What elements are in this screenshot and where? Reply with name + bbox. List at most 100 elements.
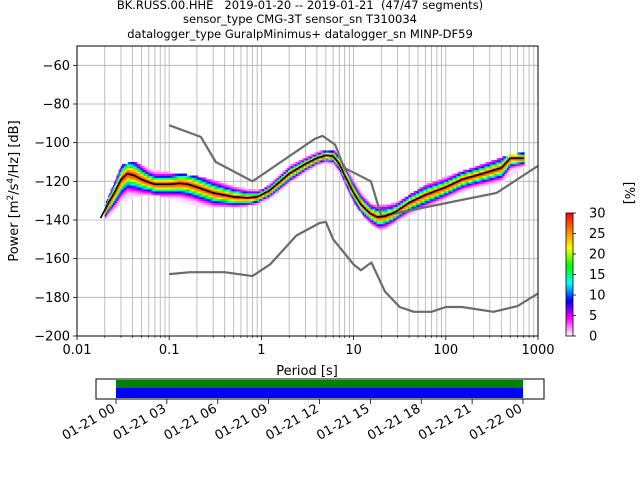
- psd-density-cell: [289, 169, 291, 173]
- psd-density-cell: [152, 179, 154, 182]
- psd-density-cell: [302, 167, 305, 171]
- psd-density-cell: [217, 189, 220, 192]
- psd-density-cell: [162, 177, 164, 180]
- psd-density-cell: [309, 154, 312, 157]
- psd-density-cell: [211, 189, 214, 192]
- psd-density-cell: [124, 165, 126, 169]
- psd-density-cell: [404, 216, 406, 219]
- psd-density-cell: [117, 196, 119, 200]
- psd-density-cell: [141, 173, 144, 176]
- psd-density-cell: [200, 191, 202, 194]
- psd-density-cell: [214, 204, 216, 207]
- psd-density-cell: [214, 200, 216, 203]
- psd-density-cell: [343, 179, 345, 182]
- psd-density-cell: [111, 202, 114, 205]
- psd-density-cell: [372, 220, 374, 223]
- psd-density-cell: [296, 165, 298, 169]
- psd-density-cell: [360, 200, 363, 203]
- psd-density-cell: [178, 179, 181, 182]
- psd-density-cell: [239, 200, 242, 203]
- psd-density-cell: [244, 198, 246, 202]
- psd-density-cell: [196, 177, 199, 180]
- psd-density-cell: [205, 198, 207, 202]
- psd-density-cell: [447, 175, 449, 178]
- psd-density-cell: [225, 204, 228, 207]
- psd-density-cell: [208, 189, 211, 192]
- psd-density-cell: [211, 181, 214, 184]
- psd-density-cell: [376, 223, 379, 227]
- psd-density-cell: [150, 191, 153, 194]
- psd-density-cell: [420, 208, 423, 211]
- psd-density-cell: [343, 177, 345, 180]
- psd-density-cell: [238, 202, 240, 205]
- psd-density-cell: [207, 204, 209, 207]
- psd-density-cell: [506, 162, 509, 165]
- axes: 0.01 0.1 1 10 100 1000−200−180−160−140−120−10…: [34, 59, 554, 358]
- psd-density-cell: [125, 183, 128, 186]
- psd-density-cell: [384, 208, 387, 211]
- psd-density-cell: [455, 187, 457, 190]
- psd-density-cell: [256, 198, 259, 202]
- psd-density-cell: [497, 169, 500, 173]
- psd-density-cell: [157, 175, 160, 178]
- psd-density-cell: [369, 208, 372, 211]
- psd-density-cell: [181, 173, 184, 176]
- psd-density-cell: [440, 181, 442, 184]
- psd-density-cell: [342, 167, 344, 171]
- psd-density-cell: [361, 202, 364, 205]
- psd-density-cell: [501, 160, 503, 163]
- psd-density-cell: [306, 158, 308, 161]
- psd-density-cell: [302, 171, 305, 174]
- psd-density-cell: [281, 177, 283, 180]
- psd-density-cell: [211, 192, 214, 196]
- psd-density-cell: [135, 179, 138, 182]
- psd-density-cell: [111, 196, 114, 200]
- psd-density-cell: [281, 173, 283, 176]
- psd-density-cell: [380, 206, 382, 209]
- psd-density-cell: [349, 177, 351, 180]
- psd-density-cell: [329, 152, 332, 155]
- psd-density-cell: [187, 189, 190, 192]
- psd-density-cell: [418, 198, 420, 202]
- psd-density-cell: [381, 210, 383, 213]
- psd-density-cell: [491, 171, 494, 174]
- psd-density-cell: [508, 160, 510, 163]
- psd-density-cell: [209, 194, 212, 198]
- psd-density-cell: [173, 181, 176, 184]
- psd-density-cell: [116, 204, 118, 207]
- psd-density-cell: [208, 183, 211, 186]
- psd-density-cell: [117, 177, 119, 180]
- psd-density-cell: [354, 192, 357, 196]
- psd-density-cell: [181, 200, 184, 203]
- psd-density-cell: [479, 171, 481, 174]
- psd-density-cell: [414, 206, 417, 209]
- psd-density-cell: [323, 160, 326, 163]
- psd-density-cell: [490, 173, 493, 176]
- psd-density-cell: [368, 204, 371, 207]
- psd-density-cell: [126, 163, 129, 167]
- psd-density-cell: [502, 156, 504, 159]
- x-tick-label: 1: [257, 343, 265, 358]
- psd-density-cell: [442, 189, 444, 192]
- psd-density-cell: [377, 210, 380, 213]
- psd-density-cell: [147, 192, 149, 196]
- psd-density-cell: [486, 165, 488, 169]
- psd-density-cell: [497, 165, 500, 169]
- psd-density-cell: [478, 169, 480, 173]
- psd-density-cell: [396, 220, 398, 223]
- psd-density-cell: [336, 158, 338, 161]
- psd-density-cell: [503, 179, 506, 182]
- psd-density-cell: [241, 191, 244, 194]
- psd-density-cell: [138, 163, 140, 167]
- psd-density-cell: [180, 189, 183, 192]
- psd-density-cell: [359, 208, 362, 211]
- psd-density-cell: [118, 177, 121, 180]
- psd-density-cell: [181, 194, 184, 198]
- psd-density-cell: [512, 167, 515, 171]
- psd-density-cell: [483, 179, 486, 182]
- psd-density-cell: [119, 187, 122, 190]
- psd-density-cell: [170, 187, 172, 190]
- psd-density-cell: [181, 192, 184, 196]
- psd-density-cell: [336, 165, 338, 169]
- psd-density-cell: [276, 191, 279, 194]
